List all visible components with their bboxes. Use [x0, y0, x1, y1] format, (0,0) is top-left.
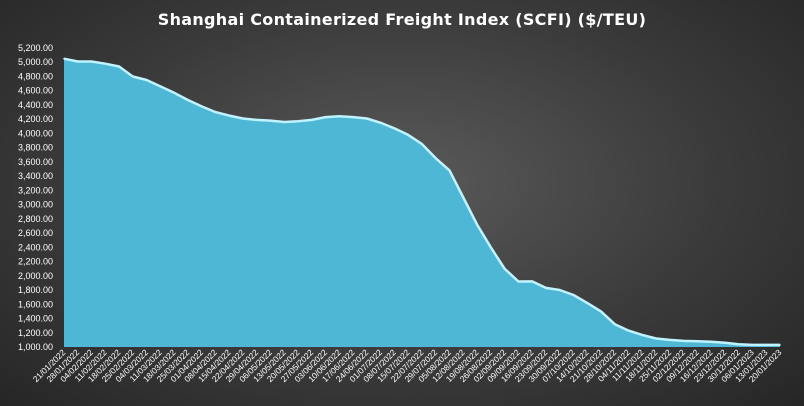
data-point	[531, 280, 533, 283]
data-point	[737, 343, 740, 346]
y-tick-label: 5,200.00	[18, 43, 53, 53]
data-point	[63, 57, 65, 60]
plot-area	[63, 57, 781, 347]
data-point	[503, 267, 506, 270]
y-tick-label: 4,000.00	[18, 128, 53, 138]
data-point	[90, 60, 93, 63]
y-tick-label: 1,400.00	[18, 314, 53, 324]
data-point	[173, 92, 175, 94]
area-series	[64, 58, 780, 347]
y-tick-label: 4,800.00	[18, 71, 53, 81]
data-point	[765, 344, 767, 346]
data-point	[159, 85, 162, 88]
data-point	[338, 115, 341, 118]
data-point	[132, 75, 134, 78]
data-point	[724, 341, 726, 344]
y-tick-label: 4,200.00	[18, 114, 53, 124]
data-point	[242, 117, 244, 120]
y-tick-label: 2,800.00	[18, 214, 53, 224]
data-point	[586, 302, 588, 304]
data-point	[228, 114, 230, 117]
data-point	[104, 62, 107, 65]
data-point	[255, 119, 258, 121]
data-point	[710, 340, 712, 343]
data-point	[614, 323, 616, 326]
data-point	[779, 344, 781, 346]
data-point	[476, 223, 478, 226]
y-tick-label: 3,200.00	[18, 185, 53, 195]
y-tick-label: 3,400.00	[18, 171, 53, 181]
y-tick-label: 2,200.00	[18, 257, 53, 267]
y-tick-label: 5,000.00	[18, 57, 53, 67]
data-point	[187, 99, 189, 101]
data-point	[655, 337, 657, 340]
data-point	[379, 122, 382, 124]
y-axis: 1,000.00 1,200.00 1,400.00 1,600.00 1,800.00…	[18, 43, 53, 352]
y-tick-label: 1,800.00	[18, 285, 53, 295]
data-point	[311, 119, 313, 121]
data-point	[751, 344, 754, 346]
data-point	[145, 79, 148, 81]
x-axis: 21/01/202228/01/202204/02/202211/02/2022…	[31, 347, 784, 384]
data-point	[200, 105, 203, 108]
data-point	[366, 117, 368, 120]
y-tick-label: 3,000.00	[18, 200, 53, 210]
y-tick-label: 1,600.00	[18, 299, 53, 309]
y-tick-label: 2,000.00	[18, 271, 53, 281]
data-point	[407, 134, 410, 136]
data-point	[641, 334, 644, 336]
data-point	[448, 169, 451, 172]
data-point	[269, 119, 272, 122]
y-tick-label: 1,000.00	[18, 342, 53, 352]
data-point	[462, 196, 465, 199]
data-point	[118, 65, 120, 68]
chart-title: Shanghai Containerized Freight Index (SC…	[157, 10, 647, 29]
data-point	[490, 246, 492, 249]
y-tick-label: 3,600.00	[18, 157, 53, 167]
data-point	[77, 60, 79, 63]
data-point	[572, 294, 575, 296]
data-point	[558, 289, 561, 291]
data-point	[682, 340, 685, 342]
y-tick-label: 4,400.00	[18, 100, 53, 110]
y-tick-label: 4,600.00	[18, 86, 53, 96]
y-tick-label: 2,600.00	[18, 228, 53, 238]
y-tick-label: 3,800.00	[18, 143, 53, 153]
data-point	[545, 287, 547, 289]
data-point	[435, 157, 437, 160]
data-point	[324, 116, 327, 118]
data-point	[627, 329, 630, 332]
data-point	[297, 120, 299, 123]
data-point	[283, 121, 286, 123]
y-tick-label: 2,400.00	[18, 242, 53, 252]
data-point	[214, 111, 217, 113]
data-point	[352, 116, 355, 118]
data-point	[517, 280, 520, 283]
data-point	[696, 340, 699, 343]
data-point	[600, 310, 602, 313]
y-tick-label: 1,200.00	[18, 328, 53, 338]
data-point	[393, 127, 396, 130]
data-point	[669, 339, 671, 341]
data-point	[421, 143, 423, 145]
